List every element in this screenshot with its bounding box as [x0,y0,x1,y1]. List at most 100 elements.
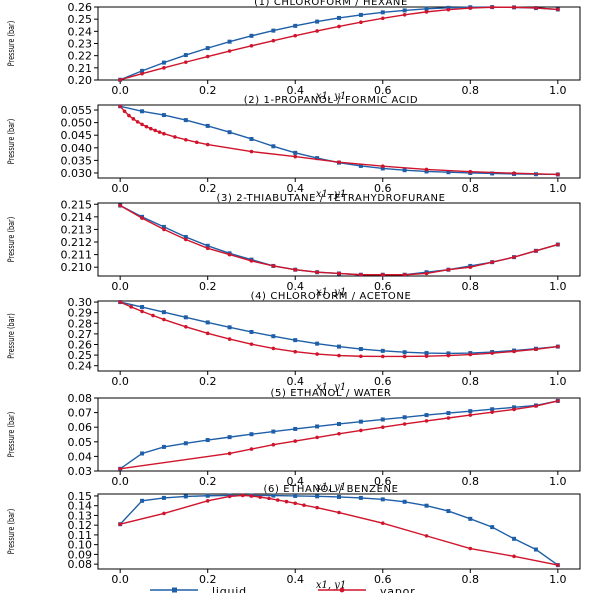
data-point-vapor [468,352,473,357]
data-point-liquid [227,435,232,440]
data-point-vapor [118,77,122,82]
y-tick-label: 0.28 [68,317,93,330]
data-point-liquid [446,351,451,356]
x-tick-label: 0.0 [111,375,129,388]
data-point-liquid [424,503,429,508]
data-point-liquid [490,407,495,412]
y-tick-label: 0.26 [68,1,93,14]
data-point-liquid [227,130,232,135]
y-tick-label: 0.22 [68,50,93,63]
data-point-vapor [424,534,429,538]
panel-1: (1) CHLOROFORM / HEXANE0.200.210.220.230… [6,0,581,102]
data-point-vapor [205,54,210,59]
data-point-liquid [249,33,254,38]
legend: liquid vapor [150,585,416,593]
data-point-vapor [512,5,516,10]
data-point-liquid [402,499,407,504]
x-tick-label: 0.6 [374,573,392,586]
x-tick-label: 0.4 [286,182,304,195]
data-point-vapor [129,305,133,309]
y-tick-label: 0.24 [68,25,93,38]
data-point-liquid [161,495,166,500]
data-point-vapor [446,416,451,420]
data-point-vapor [490,5,494,10]
series-line-liquid [119,494,559,566]
data-point-vapor [184,237,188,242]
data-point-liquid [315,19,320,24]
y-tick-label: 0.24 [68,360,93,373]
data-point-vapor [359,272,363,277]
data-point-vapor [512,171,516,176]
data-point-vapor [380,354,385,359]
data-point-liquid [490,171,495,176]
data-point-liquid [358,163,363,168]
data-point-liquid [271,429,276,434]
data-point-vapor [249,149,254,154]
x-tick-label: 0.8 [462,280,480,293]
data-point-vapor [337,431,341,436]
data-point-liquid [446,411,451,416]
data-point-liquid [205,438,210,443]
legend-label-vapor: vapor [380,585,416,593]
data-point-vapor [227,337,232,341]
data-point-vapor [267,496,271,501]
x-tick-label: 1.0 [549,573,567,586]
y-tick-label: 0.25 [68,349,93,362]
data-point-liquid [512,405,517,410]
y-axis-label: Pressure (bar) [6,412,16,457]
panel-2: (2) 1-PROPANOL / FORMIC ACID0.0300.0350.… [6,95,581,200]
y-tick-label: 0.030 [61,167,93,180]
data-point-liquid [380,417,385,422]
data-point-vapor [293,267,298,272]
data-point-liquid [183,118,188,123]
data-point-vapor [402,422,407,426]
data-point-vapor [468,169,473,174]
legend-marker-vapor [339,587,345,593]
data-point-liquid [293,338,298,343]
y-tick-label: 0.23 [68,38,93,51]
data-point-liquid [293,426,298,431]
data-point-vapor [337,271,341,276]
y-axis-label: Pressure (bar) [6,21,16,66]
data-point-vapor [446,7,451,12]
data-point-vapor [490,260,494,264]
data-point-liquid [315,424,320,429]
data-point-vapor [271,264,276,268]
data-point-vapor [468,413,473,417]
data-point-vapor [446,353,451,358]
data-point-vapor [337,510,341,515]
data-point-liquid [315,156,320,161]
data-point-liquid [337,15,341,20]
data-point-vapor [162,317,166,322]
axes-frame [97,202,581,277]
x-tick-label: 0.0 [111,475,129,488]
x-tick-label: 0.2 [199,84,217,97]
data-point-liquid [446,170,451,175]
x-tick-label: 0.2 [199,280,217,293]
x-tick-label: 0.6 [374,475,392,488]
data-point-vapor [271,442,276,447]
data-point-vapor [380,164,385,168]
data-point-vapor [380,272,385,277]
y-tick-label: 0.27 [68,328,93,341]
y-tick-label: 0.210 [61,261,93,274]
data-point-vapor [315,352,319,356]
data-point-vapor [205,331,210,336]
data-point-vapor [424,10,429,14]
data-point-vapor [293,501,298,506]
data-point-vapor [337,160,341,164]
data-point-liquid [249,136,254,141]
data-point-vapor [249,44,254,48]
data-point-vapor [205,246,210,251]
y-tick-label: 0.06 [68,421,93,434]
data-point-vapor [184,60,188,64]
data-point-liquid [227,325,232,330]
panel-5: (5) ETHANOL / WATER 0.03 0.040.05 0.060.07 0… [6,388,581,493]
data-point-liquid [402,168,407,173]
data-point-liquid [161,113,166,118]
panel-title: (6) ETHANOL / BENZENE [263,484,398,495]
axes-frame [97,397,581,472]
x-tick-label: 0.0 [111,182,129,195]
data-point-vapor [249,259,254,263]
data-point-liquid [205,123,210,128]
